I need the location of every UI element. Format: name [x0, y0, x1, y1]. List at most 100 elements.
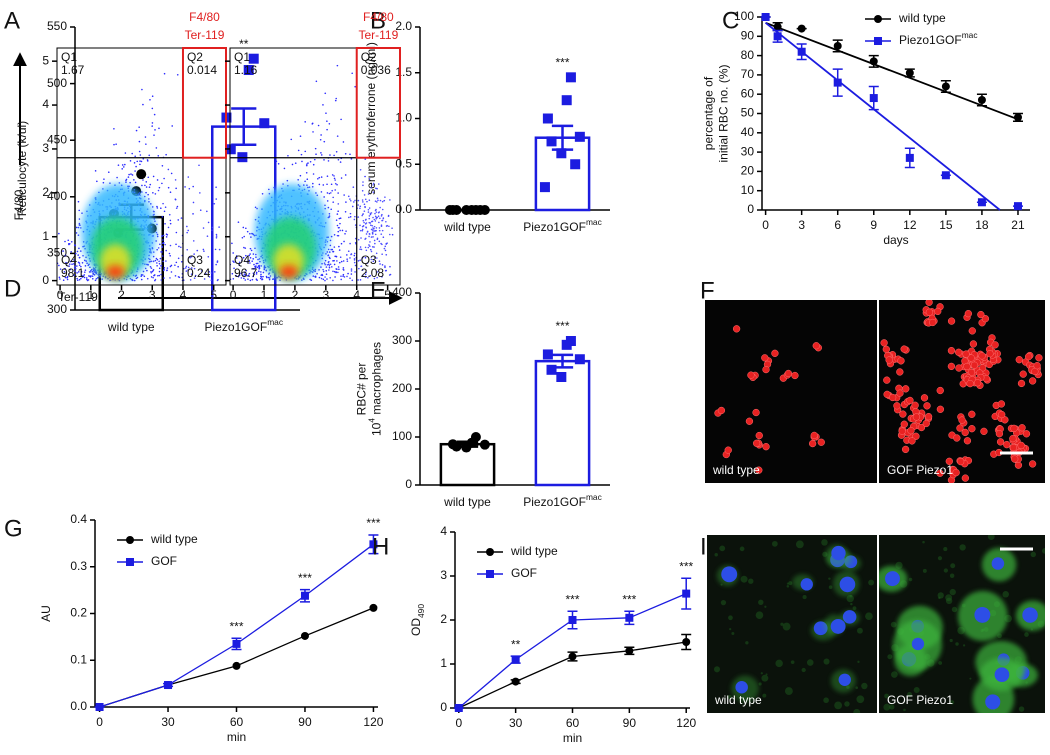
significance: ***: [555, 55, 569, 69]
event-dot: [148, 186, 151, 188]
fit-line: [765, 21, 1019, 121]
event-dot: [186, 225, 188, 228]
event-dot: [357, 260, 360, 262]
x-tick-label: 120: [363, 715, 383, 729]
background-speck: [844, 701, 850, 707]
cell: [922, 419, 930, 428]
event-dot: [156, 258, 159, 261]
cell: [925, 308, 934, 316]
event-dot: [252, 275, 254, 278]
event-dot: [199, 209, 202, 211]
cell: [907, 427, 915, 435]
event-dot: [180, 246, 182, 249]
event-dot: [334, 189, 337, 191]
cell: [762, 365, 770, 374]
x-tick-label: Piezo1GOFmac: [523, 492, 602, 509]
background-speck: [739, 546, 745, 552]
background-speck: [755, 611, 764, 619]
event-dot: [249, 232, 251, 235]
event-dot: [171, 125, 174, 127]
event-dot: [165, 260, 167, 262]
event-dot: [260, 271, 262, 273]
event-dot: [335, 150, 338, 153]
event-dot: [122, 166, 125, 168]
event-dot: [189, 256, 191, 259]
event-dot: [336, 260, 338, 262]
data-point: [546, 364, 557, 375]
event-dot: [199, 192, 201, 194]
density-core: [279, 265, 298, 279]
event-dot: [205, 273, 207, 275]
event-dot: [215, 236, 218, 239]
gate-label: F4/80: [363, 10, 394, 24]
cell: [883, 376, 891, 384]
event-dot: [326, 278, 328, 280]
event-dot: [242, 226, 245, 229]
event-dot: [158, 274, 161, 277]
cell: [920, 394, 929, 402]
event-dot: [73, 267, 76, 269]
event-dot: [255, 262, 258, 265]
event-dot: [361, 189, 364, 192]
event-dot: [196, 249, 199, 252]
event-dot: [77, 261, 80, 264]
event-dot: [374, 209, 377, 212]
event-dot: [324, 204, 326, 207]
y-axis-label-line: RBC# per: [355, 363, 369, 416]
event-dot: [101, 278, 103, 280]
data-point: [941, 82, 950, 91]
data-point: [1013, 202, 1022, 211]
event-dot: [287, 154, 289, 157]
cell: [898, 427, 906, 435]
event-dot: [304, 150, 307, 153]
x-tick-label: wild type: [443, 220, 491, 234]
data-point: [869, 57, 878, 66]
event-dot: [364, 273, 367, 276]
x-tick-label: 0: [57, 288, 64, 302]
cell: [771, 349, 779, 357]
event-dot: [78, 222, 81, 225]
event-dot: [169, 222, 172, 225]
event-dot: [378, 183, 380, 185]
event-dot: [113, 143, 115, 146]
event-dot: [374, 215, 377, 218]
event-dot: [135, 277, 138, 280]
event-dot: [71, 263, 73, 266]
x-tick-label-text: Piezo1GOF: [523, 220, 586, 234]
event-dot: [294, 162, 297, 164]
y-axis-label: serum erythroferrone (ng/ml): [364, 42, 378, 195]
cell: [963, 437, 972, 445]
background-speck: [951, 606, 958, 613]
event-dot: [78, 218, 81, 220]
data-point: [232, 639, 241, 648]
event-dot: [134, 181, 137, 184]
event-dot: [138, 140, 141, 143]
event-dot: [354, 271, 356, 273]
event-dot: [334, 179, 336, 181]
event-dot: [367, 211, 370, 213]
y-axis-label-text: Reticulocyte (k/ul): [15, 121, 29, 216]
event-dot: [75, 232, 78, 234]
event-dot: [333, 270, 336, 273]
event-dot: [377, 215, 380, 218]
event-dot: [350, 270, 353, 272]
event-dot: [320, 176, 323, 178]
x-tick-label: 1: [261, 288, 268, 302]
legend-label-line: Piezo1GOFmac: [899, 30, 978, 47]
event-dot: [351, 279, 354, 282]
event-dot: [378, 227, 381, 229]
event-dot: [160, 251, 162, 253]
event-dot: [165, 236, 168, 238]
event-dot: [338, 245, 340, 248]
significance: **: [511, 637, 521, 651]
event-dot: [306, 178, 309, 181]
background-speck: [903, 708, 906, 712]
quadrant-name: Q2: [361, 50, 377, 64]
event-dot: [375, 216, 378, 219]
event-dot: [386, 242, 388, 244]
event-dot: [153, 134, 155, 136]
event-dot: [68, 243, 70, 245]
legend-marker: [126, 558, 134, 566]
event-dot: [177, 275, 180, 278]
event-dot: [357, 279, 359, 281]
